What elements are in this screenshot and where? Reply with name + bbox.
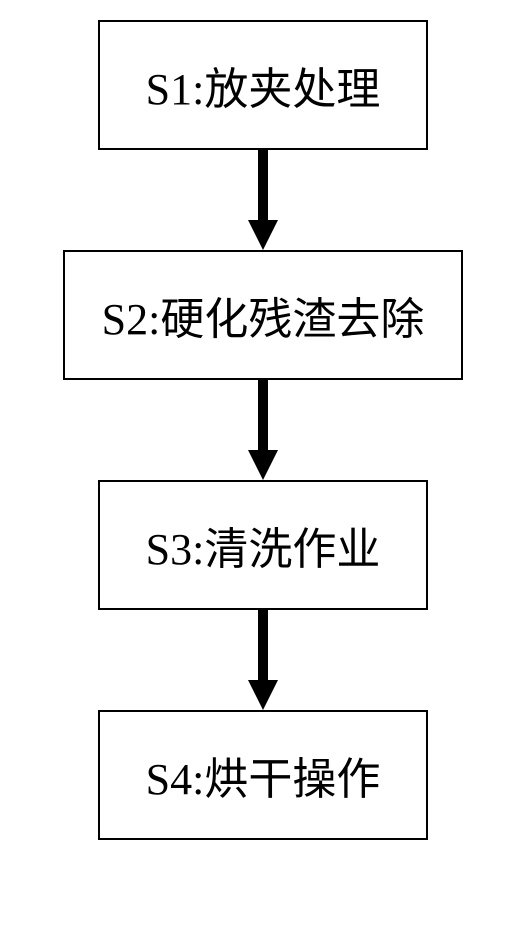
flow-arrow-s3-s4 <box>243 610 283 710</box>
flow-node-s2: S2:硬化残渣去除 <box>63 250 463 380</box>
flow-arrow-s1-s2 <box>243 150 283 250</box>
flow-arrow-s2-s3 <box>243 380 283 480</box>
flow-node-s1: S1:放夹处理 <box>98 20 428 150</box>
flow-node-s3-label: S3:清洗作业 <box>146 513 381 577</box>
flowchart-container: S1:放夹处理 S2:硬化残渣去除 S3:清洗作业 S4:烘干操作 <box>0 0 506 949</box>
flow-node-s4-label: S4:烘干操作 <box>146 743 381 807</box>
flow-node-s1-label: S1:放夹处理 <box>146 53 381 117</box>
flow-node-s4: S4:烘干操作 <box>98 710 428 840</box>
flow-node-s3: S3:清洗作业 <box>98 480 428 610</box>
flow-node-s2-label: S2:硬化残渣去除 <box>102 283 425 347</box>
